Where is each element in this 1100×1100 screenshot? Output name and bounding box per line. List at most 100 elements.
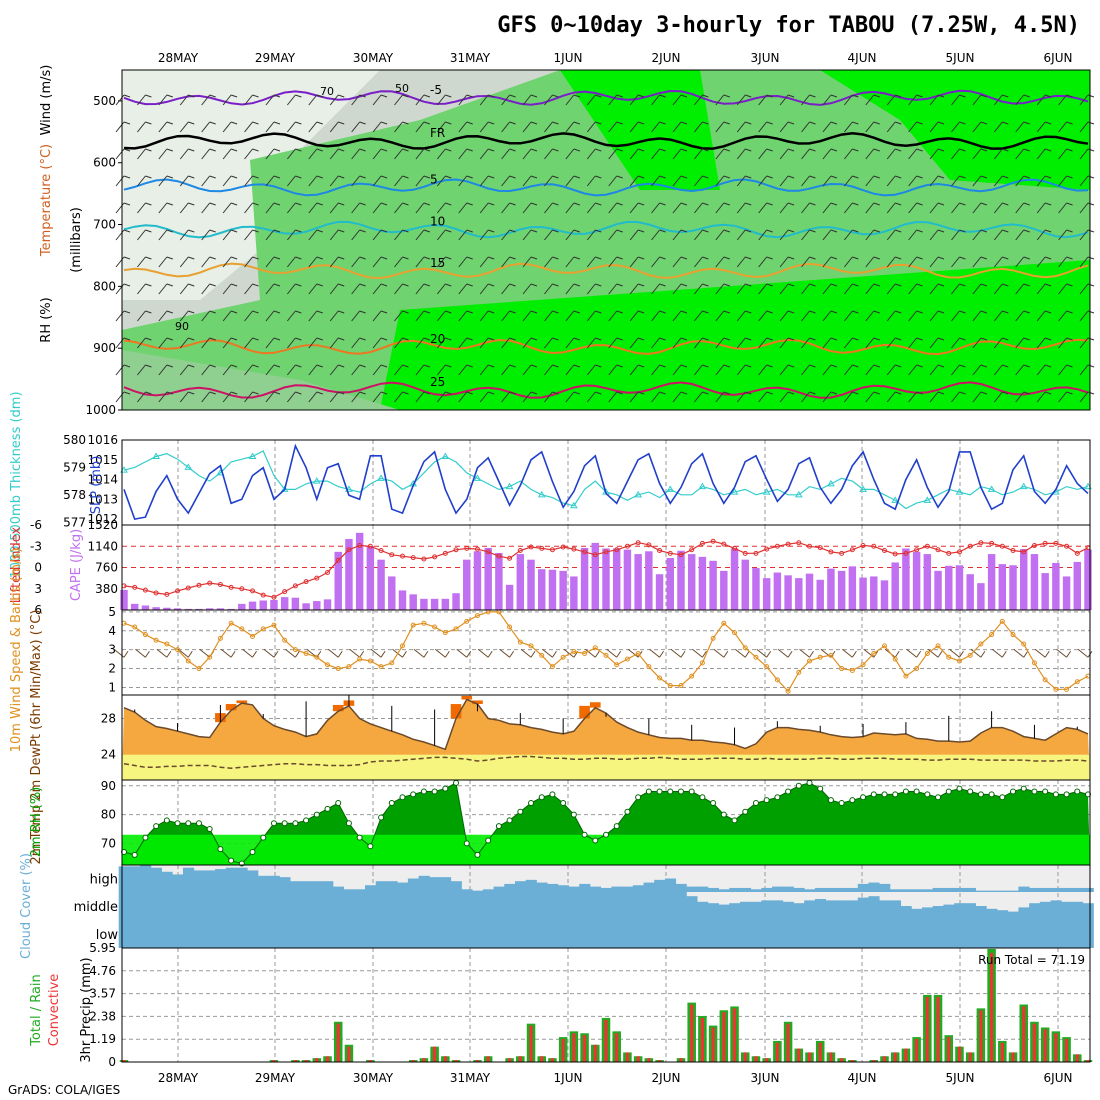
wind-barb — [1036, 229, 1052, 241]
wind-barb — [329, 121, 345, 133]
wind-ytick: 5 — [108, 605, 116, 619]
cloud-level-high: high — [90, 873, 118, 888]
rh2m-point — [131, 851, 138, 858]
wind-barb — [458, 283, 473, 295]
wind-barb — [222, 148, 238, 160]
cape-bar — [463, 559, 471, 610]
wind-barb — [158, 364, 174, 376]
wind-barb — [586, 229, 602, 241]
rh2m-ytick: 80 — [101, 808, 116, 822]
lifted-index-point — [239, 586, 245, 592]
rh2m-point — [1052, 791, 1059, 798]
wind-barb — [822, 148, 838, 160]
wind-speed-point — [603, 652, 609, 658]
cape-bar — [645, 551, 653, 610]
wind-barb — [244, 310, 259, 322]
isotherm-20 — [123, 338, 1089, 356]
lifted-index-point — [217, 582, 223, 587]
thickness-point — [184, 463, 193, 470]
cloud-middle-bar — [632, 892, 644, 920]
precip-convective-bar — [636, 1056, 640, 1062]
wind-barb — [779, 202, 795, 214]
lifted-index-point — [282, 589, 288, 595]
precip-convective-bar — [582, 1035, 587, 1062]
cloud-high-bar — [772, 886, 784, 892]
wind-barb — [522, 364, 538, 376]
wind-barb — [929, 364, 945, 376]
date-label-top-2JUN: 2JUN — [652, 51, 681, 65]
wind-barb-10m — [991, 648, 1007, 658]
cloud-middle-bar — [943, 904, 955, 920]
wind-barb — [608, 391, 623, 403]
rh2m-point — [1020, 785, 1027, 792]
lifted-index-point — [892, 551, 898, 557]
precip-convective-bar — [990, 952, 994, 1062]
cloud-high-bar — [579, 883, 591, 892]
cloud-middle-bar — [922, 907, 934, 920]
wind-barb — [586, 310, 602, 322]
wind-barb — [608, 94, 623, 106]
wind-speed-point — [325, 662, 331, 668]
wind-barb — [951, 337, 966, 349]
cloud-middle-bar — [643, 892, 655, 920]
cape-bar — [687, 554, 696, 610]
wind-barb-10m — [1056, 648, 1071, 658]
cape-bar — [441, 598, 450, 610]
wind-barb-10m — [1034, 648, 1050, 658]
wind-barb — [694, 391, 709, 403]
wind-barb — [908, 202, 923, 214]
wind-barb — [544, 94, 559, 106]
wind-barb — [351, 148, 366, 160]
cape-bar — [1041, 573, 1049, 610]
cloud-high-bar — [868, 882, 880, 892]
wind-barb — [436, 391, 452, 403]
wind-barb — [222, 94, 238, 106]
wind-barb — [265, 148, 281, 160]
wind-barb — [608, 148, 623, 160]
cloud-middle-bar — [161, 892, 173, 920]
wind-barb — [351, 283, 366, 295]
wind-speed-point — [624, 656, 630, 662]
lifted-index-point — [389, 552, 395, 558]
wind-barb — [201, 175, 216, 187]
wind-barb — [179, 364, 195, 376]
cloud-low-bar — [332, 920, 345, 948]
cloud-low-bar — [236, 920, 248, 948]
wind-barb — [1015, 391, 1030, 403]
wind-speed-point — [646, 664, 652, 670]
wind-barb — [736, 283, 752, 295]
cloud-low-bar — [996, 920, 1009, 948]
wind-barb — [436, 229, 452, 241]
cloud-high-bar — [1071, 887, 1084, 892]
wind-speed-point — [764, 664, 770, 670]
wind-barb — [115, 202, 131, 214]
wind-barb — [801, 175, 816, 187]
isotherm-25 — [123, 381, 1089, 399]
wind-barb — [394, 175, 409, 187]
rh-label: RH (%) — [39, 297, 54, 342]
wind-barb — [286, 94, 302, 106]
wind-barb — [308, 337, 323, 349]
cloud-high-bar — [150, 867, 162, 892]
rh2m-point — [785, 788, 792, 795]
wind-speed-point — [667, 683, 673, 689]
wind-barb — [1058, 94, 1073, 106]
rh2m-point — [495, 823, 502, 830]
rh2m-ylabel: 2m RH (%) — [29, 787, 44, 858]
cloud-middle-bar — [440, 892, 452, 920]
rh2m-point — [913, 788, 920, 795]
cloud-high-bar — [140, 865, 152, 892]
precip-convective-bar — [454, 1060, 458, 1062]
wind-barb — [1015, 202, 1030, 214]
wind-barb — [222, 364, 238, 376]
cape-bar — [195, 608, 203, 610]
wind-barb — [286, 202, 302, 214]
rh2m-point — [399, 794, 406, 801]
wind-barb — [629, 283, 645, 295]
wind-barb — [415, 364, 431, 376]
cloud-high-bar — [440, 877, 452, 892]
wind-barb — [222, 121, 238, 133]
wind-speed-point — [1074, 679, 1080, 685]
cloud-low-bar — [450, 920, 462, 948]
wind-barb — [972, 337, 988, 349]
